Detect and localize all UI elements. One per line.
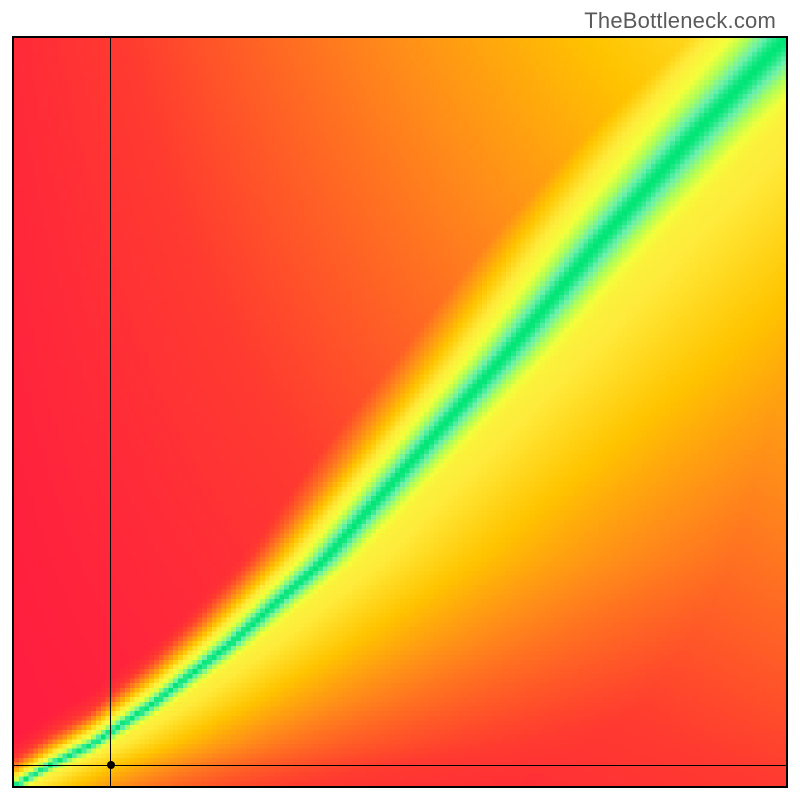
marker-point bbox=[107, 761, 115, 769]
watermark-text: TheBottleneck.com bbox=[584, 8, 776, 34]
heatmap-canvas bbox=[14, 38, 786, 786]
crosshair-vertical bbox=[110, 38, 111, 786]
chart-container: TheBottleneck.com bbox=[0, 0, 800, 800]
plot-area bbox=[12, 36, 788, 788]
crosshair-horizontal bbox=[14, 765, 786, 766]
